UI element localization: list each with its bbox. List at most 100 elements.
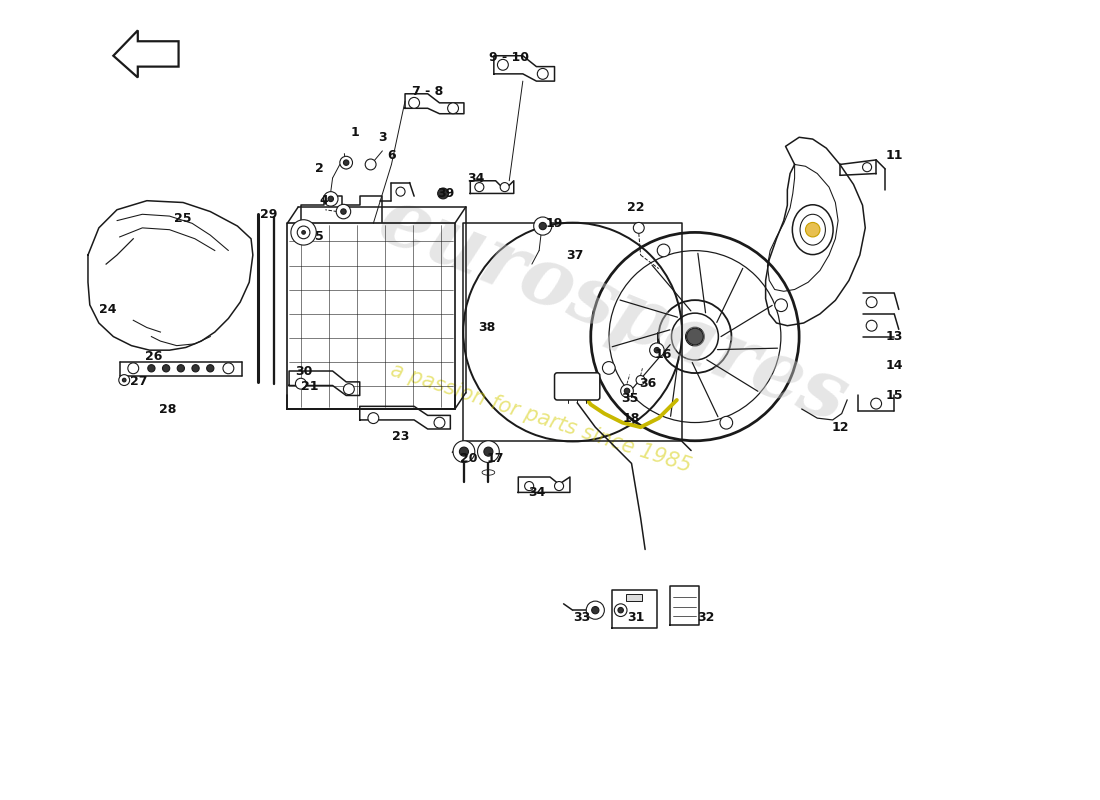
Circle shape	[128, 363, 139, 374]
Text: 9 - 10: 9 - 10	[490, 51, 529, 64]
Circle shape	[720, 416, 733, 429]
FancyBboxPatch shape	[626, 594, 642, 601]
Text: 33: 33	[573, 611, 591, 624]
Circle shape	[554, 482, 563, 490]
Circle shape	[448, 103, 459, 114]
Text: 29: 29	[261, 208, 278, 221]
Text: 31: 31	[627, 611, 645, 624]
Circle shape	[434, 418, 444, 428]
Circle shape	[537, 69, 548, 79]
Circle shape	[323, 192, 338, 206]
Circle shape	[592, 606, 598, 614]
Circle shape	[862, 162, 871, 172]
Circle shape	[658, 244, 670, 257]
Circle shape	[805, 222, 820, 237]
Circle shape	[534, 217, 552, 235]
Text: 13: 13	[886, 330, 903, 343]
Circle shape	[343, 384, 354, 394]
Circle shape	[177, 365, 185, 372]
Circle shape	[163, 365, 169, 372]
Circle shape	[614, 604, 627, 617]
Text: 4: 4	[319, 194, 328, 207]
Text: 17: 17	[487, 452, 505, 466]
FancyBboxPatch shape	[554, 373, 600, 400]
Circle shape	[625, 388, 629, 394]
Circle shape	[460, 447, 469, 456]
Text: 16: 16	[654, 348, 672, 362]
Circle shape	[296, 378, 306, 389]
Text: 12: 12	[832, 421, 848, 434]
Text: 7 - 8: 7 - 8	[412, 86, 443, 98]
Circle shape	[634, 222, 645, 234]
Circle shape	[343, 160, 349, 166]
Circle shape	[686, 328, 703, 345]
Text: 24: 24	[99, 303, 117, 316]
Circle shape	[453, 441, 475, 462]
Text: 1: 1	[351, 126, 360, 139]
Text: 35: 35	[621, 392, 638, 405]
Circle shape	[618, 607, 624, 613]
Circle shape	[297, 226, 310, 238]
Text: 27: 27	[130, 375, 147, 388]
Circle shape	[477, 441, 499, 462]
Text: 39: 39	[437, 187, 454, 200]
Circle shape	[340, 156, 352, 169]
Circle shape	[654, 347, 660, 353]
Circle shape	[774, 299, 788, 311]
Circle shape	[586, 601, 604, 619]
Text: 28: 28	[160, 402, 176, 415]
Circle shape	[328, 196, 333, 202]
Text: 21: 21	[301, 380, 319, 393]
Text: 20: 20	[460, 452, 477, 466]
Text: 38: 38	[478, 321, 495, 334]
Text: 25: 25	[174, 212, 191, 226]
Circle shape	[191, 365, 199, 372]
Circle shape	[365, 159, 376, 170]
Circle shape	[290, 220, 317, 245]
Text: 34: 34	[468, 171, 484, 185]
Text: 22: 22	[627, 202, 645, 214]
Circle shape	[122, 378, 127, 382]
Circle shape	[500, 182, 509, 192]
Text: 2: 2	[315, 162, 323, 175]
Circle shape	[871, 398, 881, 409]
Text: a passion for parts since 1985: a passion for parts since 1985	[388, 360, 694, 476]
Text: 36: 36	[639, 377, 657, 390]
Text: 5: 5	[315, 230, 323, 243]
Circle shape	[409, 98, 419, 108]
Polygon shape	[113, 30, 178, 78]
Circle shape	[147, 365, 155, 372]
Text: 34: 34	[528, 486, 546, 499]
Circle shape	[650, 343, 664, 358]
Text: 23: 23	[392, 430, 409, 442]
Circle shape	[301, 230, 306, 234]
Text: 37: 37	[565, 249, 583, 262]
Circle shape	[207, 365, 213, 372]
Circle shape	[603, 362, 615, 374]
Text: 26: 26	[145, 350, 163, 363]
Circle shape	[337, 204, 351, 219]
Circle shape	[539, 222, 547, 230]
Text: 14: 14	[886, 359, 903, 372]
Circle shape	[119, 374, 130, 386]
Circle shape	[367, 413, 378, 423]
Text: 3: 3	[378, 130, 387, 144]
Circle shape	[484, 447, 493, 456]
Circle shape	[223, 363, 234, 374]
Circle shape	[438, 188, 449, 199]
Text: 32: 32	[697, 611, 715, 624]
Circle shape	[636, 375, 645, 385]
Circle shape	[497, 59, 508, 70]
Circle shape	[475, 182, 484, 192]
Text: 30: 30	[295, 365, 312, 378]
Text: eurospares: eurospares	[367, 180, 859, 438]
Circle shape	[341, 209, 346, 214]
Circle shape	[396, 187, 405, 196]
Circle shape	[866, 297, 877, 307]
Circle shape	[620, 385, 634, 398]
Circle shape	[866, 320, 877, 331]
Text: 11: 11	[886, 149, 903, 162]
Circle shape	[525, 482, 533, 490]
Text: 6: 6	[387, 149, 396, 162]
Text: 19: 19	[546, 217, 563, 230]
